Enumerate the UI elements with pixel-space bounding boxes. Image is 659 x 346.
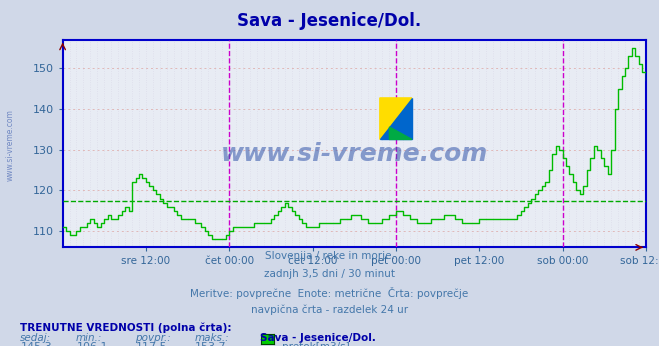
Text: Meritve: povprečne  Enote: metrične  Črta: povprečje: Meritve: povprečne Enote: metrične Črta:… bbox=[190, 287, 469, 299]
Text: navpična črta - razdelek 24 ur: navpična črta - razdelek 24 ur bbox=[251, 305, 408, 315]
Text: 117,5: 117,5 bbox=[136, 342, 167, 346]
Text: 106,1: 106,1 bbox=[76, 342, 108, 346]
Text: 153,7: 153,7 bbox=[195, 342, 227, 346]
Text: Sava - Jesenice/Dol.: Sava - Jesenice/Dol. bbox=[260, 333, 376, 343]
Text: www.si-vreme.com: www.si-vreme.com bbox=[5, 109, 14, 181]
Text: pretok[m3/s]: pretok[m3/s] bbox=[282, 342, 350, 346]
Text: www.si-vreme.com: www.si-vreme.com bbox=[221, 142, 488, 166]
Polygon shape bbox=[380, 98, 412, 139]
Text: 145,3: 145,3 bbox=[20, 342, 52, 346]
Text: maks.:: maks.: bbox=[194, 333, 229, 343]
Text: Slovenija / reke in morje.: Slovenija / reke in morje. bbox=[264, 251, 395, 261]
Polygon shape bbox=[380, 98, 412, 139]
Polygon shape bbox=[389, 127, 412, 139]
Text: povpr.:: povpr.: bbox=[135, 333, 171, 343]
Text: Sava - Jesenice/Dol.: Sava - Jesenice/Dol. bbox=[237, 12, 422, 30]
Text: min.:: min.: bbox=[76, 333, 102, 343]
Text: sedaj:: sedaj: bbox=[20, 333, 51, 343]
Text: TRENUTNE VREDNOSTI (polna črta):: TRENUTNE VREDNOSTI (polna črta): bbox=[20, 322, 231, 333]
Text: zadnjh 3,5 dni / 30 minut: zadnjh 3,5 dni / 30 minut bbox=[264, 269, 395, 279]
